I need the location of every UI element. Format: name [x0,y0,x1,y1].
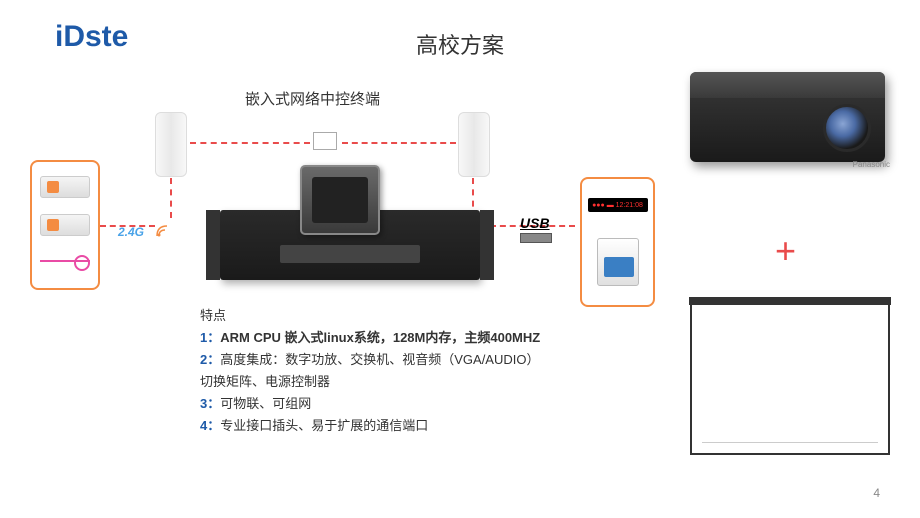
usb-plug-icon [520,233,552,243]
plus-icon: + [775,230,796,272]
wifi-label: 2.4G [118,225,144,239]
page-title: 高校方案 [416,28,504,60]
led-sign: ●●● ▬ 12:21:08 [588,198,648,212]
features-block: 特点 1：ARM CPU 嵌入式linux系统，128M内存，主频400MHZ … [200,305,550,438]
logo: iDste [55,20,128,54]
usb-label: USB [520,215,550,231]
blue-device [597,238,639,286]
projector-lens [823,104,871,152]
control-panel [300,165,380,235]
feature-line-1: 1：ARM CPU 嵌入式linux系统，128M内存，主频400MHZ [200,327,550,349]
speaker-left [155,112,187,177]
connection-dash-2 [342,142,456,144]
center-small-device [313,132,337,150]
features-heading: 特点 [200,305,550,327]
speaker-right [458,112,490,177]
feature-line-3: 3：可物联、可组网 [200,393,550,415]
page-number: 4 [873,486,880,500]
mini-device-2 [40,214,90,236]
cable-device [40,252,90,274]
mini-device-1 [40,176,90,198]
wifi-icon [155,218,175,238]
right-device-group: ●●● ▬ 12:21:08 [580,177,655,307]
projector-brand-label: Panasonic [853,160,890,169]
feature-line-4: 4：专业接口插头、易于扩展的通信端口 [200,415,550,437]
connection-dash-down-left [170,178,172,218]
connection-dash-1 [190,142,310,144]
feature-line-2: 2：高度集成：数字功放、交换机、视音频（VGA/AUDIO）切换矩阵、电源控制器 [200,349,550,393]
section-title: 嵌入式网络中控终端 [245,88,380,109]
projector [690,72,885,162]
projection-screen [690,300,890,455]
left-device-group [30,160,100,290]
